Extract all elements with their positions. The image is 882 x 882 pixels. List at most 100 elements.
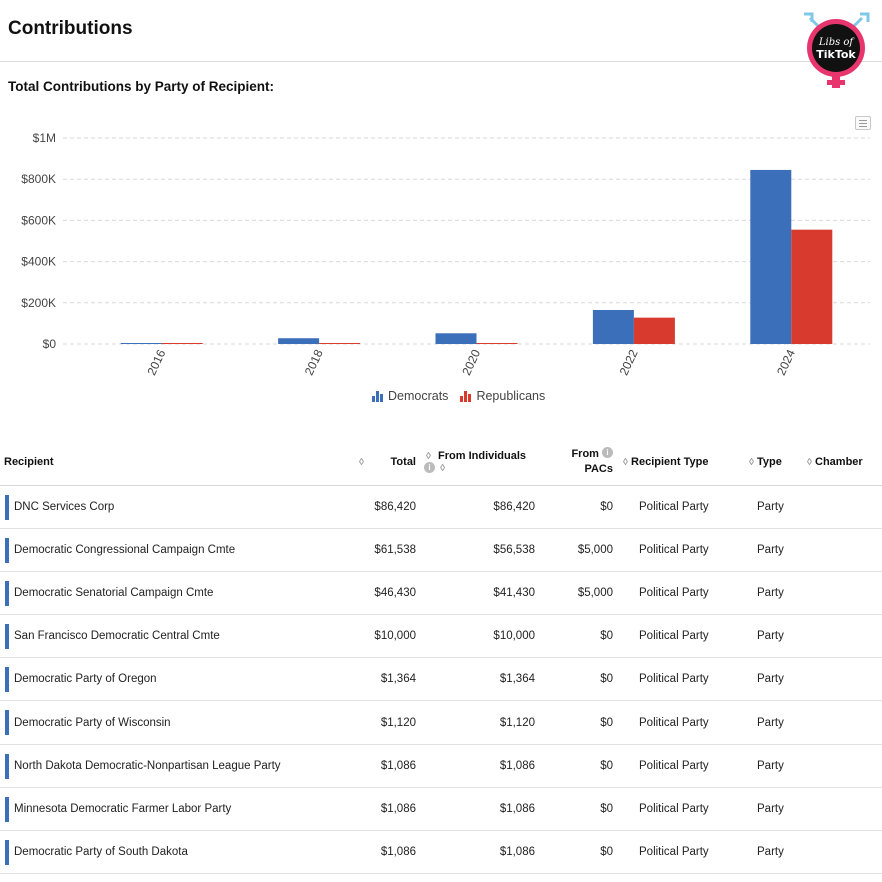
cell-recipient-type: Political Party	[617, 485, 743, 529]
cell-total: $1,364	[368, 657, 420, 702]
cell-from-individuals: $1,086	[420, 830, 539, 875]
column-header-label: Chamber	[815, 456, 863, 469]
cell-type: Party	[743, 485, 801, 529]
column-header-label: Recipient Type	[631, 456, 709, 469]
y-tick-label: $600K	[21, 213, 56, 227]
cell-from-pacs: $5,000	[539, 571, 617, 616]
cell-recipient[interactable]: Minnesota Democratic Farmer Labor Party	[0, 787, 368, 832]
bar-republicans-2016[interactable]	[161, 343, 203, 344]
x-tick-label: 2018	[302, 347, 326, 377]
table-row[interactable]: Minnesota Democratic Farmer Labor Party $…	[0, 787, 882, 832]
cell-recipient[interactable]: Democratic Party of South Dakota	[0, 830, 368, 875]
column-header-chamber[interactable]: ◊ Chamber	[801, 440, 882, 486]
cell-chamber	[801, 744, 882, 788]
table-row[interactable]: Democratic Senatorial Campaign Cmte $46,4…	[0, 571, 882, 616]
bar-republicans-2024[interactable]	[791, 229, 833, 344]
bar-democrats-2016[interactable]	[120, 343, 162, 344]
column-header-type[interactable]: ◊ Type	[743, 440, 801, 486]
logo-text-line1: Libs of	[818, 37, 856, 48]
cell-recipient[interactable]: DNC Services Corp	[0, 485, 368, 529]
recipient-name: DNC Services Corp	[14, 500, 115, 513]
x-tick-label: 2020	[459, 347, 483, 377]
chart-menu-icon[interactable]	[855, 116, 871, 130]
column-header-total[interactable]: Total	[368, 440, 420, 486]
cell-recipient[interactable]: North Dakota Democratic-Nonpartisan Leag…	[0, 744, 368, 788]
bar-democrats-2018[interactable]	[278, 338, 320, 344]
cell-total: $46,430	[368, 571, 420, 616]
table-row[interactable]: Democratic Party of Wisconsin $1,120 $1,12…	[0, 700, 882, 745]
cell-chamber	[801, 700, 882, 745]
recipient-name: San Francisco Democratic Central Cmte	[14, 630, 220, 643]
sort-icon[interactable]: ◊	[359, 456, 364, 468]
column-header-label: Recipient	[4, 456, 54, 469]
cell-recipient[interactable]: Democratic Congressional Campaign Cmte	[0, 528, 368, 572]
cell-recipient[interactable]: Democratic Party of Oregon	[0, 657, 368, 702]
party-color-bar	[5, 710, 9, 736]
legend-item-democrats[interactable]: Democrats	[372, 389, 448, 403]
cell-recipient[interactable]: Democratic Senatorial Campaign Cmte	[0, 571, 368, 616]
title-divider	[0, 61, 882, 62]
logo-text-line2: TikTok	[816, 48, 856, 61]
cell-type: Party	[743, 657, 801, 702]
cell-from-individuals: $41,430	[420, 571, 539, 616]
cell-chamber	[801, 614, 882, 659]
cell-from-pacs: $5,000	[539, 528, 617, 572]
y-tick-label: $200K	[21, 296, 56, 310]
cell-from-pacs: $0	[539, 744, 617, 788]
column-header-recipient-type[interactable]: ◊ Recipient Type	[617, 440, 743, 486]
cell-total: $1,086	[368, 787, 420, 832]
column-header-from-pacs[interactable]: From i PACs	[539, 440, 617, 486]
x-tick-label: 2024	[774, 347, 798, 377]
cell-chamber	[801, 571, 882, 616]
cell-total: $86,420	[368, 485, 420, 529]
cell-from-individuals: $1,364	[420, 657, 539, 702]
table-row[interactable]: San Francisco Democratic Central Cmte $10…	[0, 614, 882, 659]
cell-type: Party	[743, 830, 801, 875]
cell-recipient-type: Political Party	[617, 787, 743, 832]
table-row[interactable]: Democratic Party of South Dakota $1,086 $1…	[0, 830, 882, 875]
bar-republicans-2020[interactable]	[476, 343, 518, 344]
sort-icon[interactable]: ◊	[807, 457, 812, 469]
contributions-bar-chart: $0 $200K $400K $600K $800K $1M 2016 2018 2020 202…	[21, 131, 870, 377]
table-row[interactable]: Democratic Party of Oregon $1,364 $1,364 $0…	[0, 657, 882, 702]
party-color-bar	[5, 840, 9, 865]
bar-republicans-2018[interactable]	[319, 343, 361, 344]
legend-item-republicans[interactable]: Republicans	[460, 389, 545, 403]
party-color-bar	[5, 667, 9, 693]
bar-democrats-2022[interactable]	[592, 310, 634, 344]
table-row[interactable]: Democratic Congressional Campaign Cmte $6…	[0, 528, 882, 572]
cell-from-individuals: $86,420	[420, 485, 539, 529]
cell-total: $61,538	[368, 528, 420, 572]
logo: Libs of TikTok	[800, 10, 872, 88]
column-header-label: Total	[390, 456, 416, 469]
table-row[interactable]: North Dakota Democratic-Nonpartisan Leag…	[0, 744, 882, 788]
info-icon[interactable]: i	[602, 447, 613, 459]
recipient-name: Democratic Party of South Dakota	[14, 846, 188, 859]
column-header-from-individuals[interactable]: ◊ From Individuals i ◊	[420, 440, 539, 486]
cell-from-pacs: $0	[539, 485, 617, 529]
bar-republicans-2022[interactable]	[633, 317, 675, 344]
y-tick-label: $0	[43, 337, 57, 351]
x-tick-label: 2022	[617, 347, 641, 377]
sort-icon[interactable]: ◊	[749, 457, 754, 469]
table-row[interactable]: DNC Services Corp $86,420 $86,420 $0 Politic…	[0, 485, 882, 529]
bar-democrats-2024[interactable]	[750, 169, 792, 344]
cell-recipient[interactable]: Democratic Party of Wisconsin	[0, 700, 368, 745]
bar-democrats-2020[interactable]	[435, 333, 477, 344]
x-tick-label: 2016	[144, 347, 168, 377]
sort-icon[interactable]: ◊	[623, 457, 628, 469]
cell-from-individuals: $1,120	[420, 700, 539, 745]
y-tick-label: $800K	[21, 172, 56, 186]
recipient-name: Minnesota Democratic Farmer Labor Party	[14, 802, 232, 815]
cell-recipient[interactable]: San Francisco Democratic Central Cmte	[0, 614, 368, 659]
cell-recipient-type: Political Party	[617, 657, 743, 702]
cell-type: Party	[743, 571, 801, 616]
cell-from-individuals: $1,086	[420, 787, 539, 832]
cell-recipient-type: Political Party	[617, 830, 743, 875]
column-header-recipient[interactable]: Recipient ◊	[0, 440, 368, 486]
cell-from-pacs: $0	[539, 614, 617, 659]
info-icon[interactable]: i	[424, 462, 435, 474]
sort-icon[interactable]: ◊	[440, 463, 446, 475]
sort-icon[interactable]: ◊	[426, 451, 431, 463]
logo-badge-icon: Libs of TikTok	[804, 12, 870, 88]
